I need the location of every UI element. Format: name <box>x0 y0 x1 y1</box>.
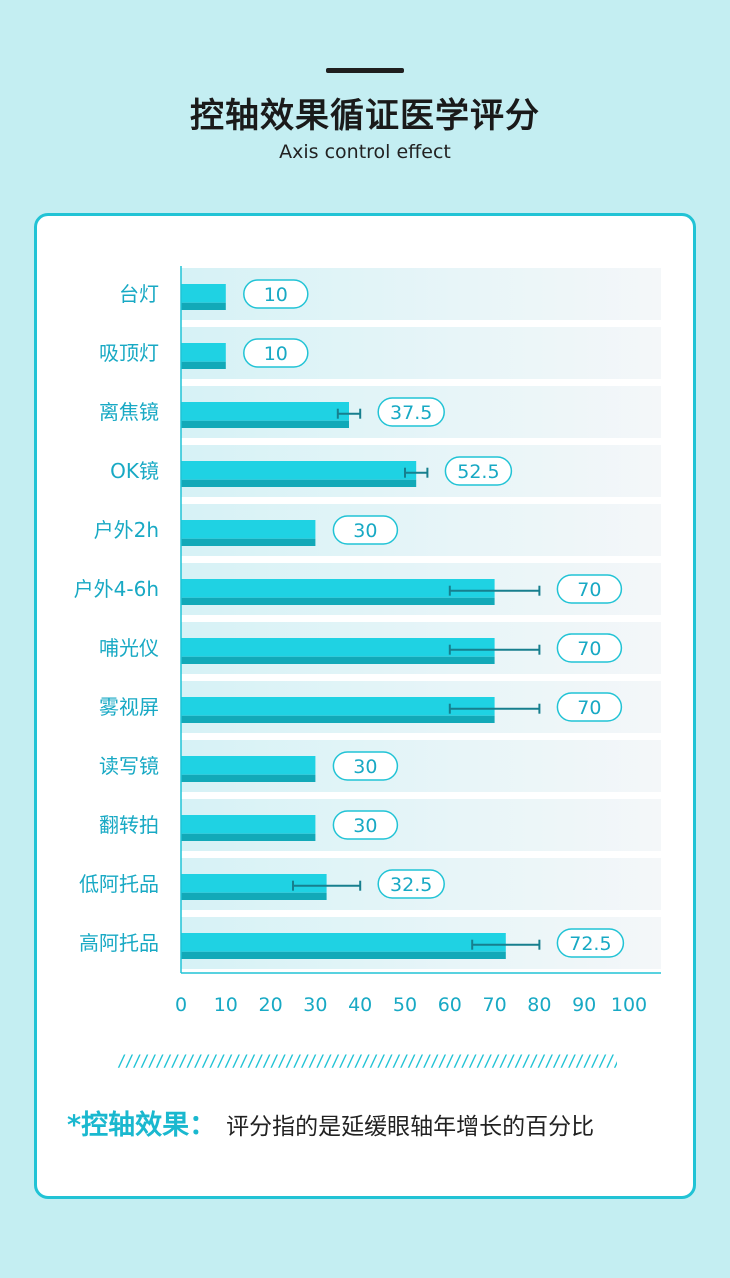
bar-shadow <box>181 420 349 428</box>
value-pill <box>332 810 399 840</box>
bar-shadow <box>181 302 226 310</box>
category-label: 户外4-6h <box>74 577 159 601</box>
title-rule <box>326 68 404 73</box>
value-label: 70 <box>577 697 601 719</box>
bar-shadow <box>181 597 495 605</box>
bar <box>181 815 316 834</box>
x-tick-label: 0 <box>175 994 187 1016</box>
category-label: 台灯 <box>119 282 159 306</box>
bar-shadow <box>181 361 226 369</box>
value-label: 70 <box>577 638 601 660</box>
bar <box>181 638 495 657</box>
bar <box>181 402 349 421</box>
bar-shadow <box>181 715 495 723</box>
value-label: 72.5 <box>569 933 611 955</box>
value-label: 30 <box>353 756 377 778</box>
bar <box>181 697 495 716</box>
page-subtitle: Axis control effect <box>279 141 451 163</box>
x-tick-label: 80 <box>527 994 551 1016</box>
x-tick-label: 30 <box>303 994 327 1016</box>
value-pill <box>332 751 399 781</box>
value-pill <box>377 397 445 427</box>
value-label: 37.5 <box>390 402 432 424</box>
category-label: OK镜 <box>110 459 159 483</box>
bar-shadow <box>181 774 316 782</box>
category-label: 翻转拍 <box>99 813 159 837</box>
x-tick-label: 100 <box>611 994 647 1016</box>
category-label: 低阿托品 <box>79 872 159 896</box>
bar-shadow <box>181 951 506 959</box>
bar-shadow <box>181 892 327 900</box>
value-label: 30 <box>353 815 377 837</box>
x-tick-label: 50 <box>393 994 417 1016</box>
bar <box>181 343 226 362</box>
value-label: 52.5 <box>457 461 499 483</box>
decorative-divider: ////////////////////////////////////////… <box>117 1051 617 1070</box>
bar <box>181 520 316 539</box>
bar <box>181 756 316 775</box>
x-tick-label: 60 <box>438 994 462 1016</box>
x-tick-label: 10 <box>214 994 238 1016</box>
bar-shadow <box>181 656 495 664</box>
category-label: 离焦镜 <box>99 400 159 424</box>
bar <box>181 933 506 952</box>
bar <box>181 579 495 598</box>
category-label: 吸顶灯 <box>99 341 159 365</box>
bar <box>181 874 327 893</box>
value-label: 70 <box>577 579 601 601</box>
category-label: 读写镜 <box>99 754 159 778</box>
x-tick-label: 40 <box>348 994 372 1016</box>
bar <box>181 284 226 303</box>
value-pill <box>444 456 513 486</box>
value-pill <box>556 574 623 604</box>
chart-card: 台灯 10 吸顶灯 10 离焦镜 37.5 OK镜 52.5 户外2h 30 户外4-6h 70 哺光仪… <box>34 213 696 1199</box>
category-label: 哺光仪 <box>99 636 159 660</box>
value-pill <box>243 279 309 309</box>
bar-chart: 台灯 10 吸顶灯 10 离焦镜 37.5 OK镜 52.5 户外2h 30 户外4-6h 70 哺光仪… <box>74 266 661 1016</box>
x-tick-label: 20 <box>259 994 283 1016</box>
value-pill <box>556 928 625 958</box>
footnote-text: 评分指的是延缓眼轴年增长的百分比 <box>226 1114 595 1140</box>
value-label: 10 <box>264 284 288 306</box>
value-pill <box>243 338 309 368</box>
category-label: 户外2h <box>94 518 159 542</box>
value-pill <box>377 869 445 899</box>
value-pill <box>332 515 399 545</box>
category-label: 雾视屏 <box>99 695 159 719</box>
footnote-key: *控轴效果： <box>67 1110 217 1141</box>
bar-shadow <box>181 479 417 487</box>
value-label: 32.5 <box>390 874 432 896</box>
value-pill <box>556 633 623 663</box>
page-title: 控轴效果循证医学评分 <box>190 96 540 136</box>
bar <box>181 461 417 480</box>
bar-shadow <box>181 538 316 546</box>
category-label: 高阿托品 <box>79 931 159 955</box>
x-tick-label: 90 <box>572 994 596 1016</box>
x-tick-label: 70 <box>483 994 507 1016</box>
value-label: 10 <box>264 343 288 365</box>
footnote: *控轴效果： 评分指的是延缓眼轴年增长的百分比 <box>67 1103 687 1142</box>
value-label: 30 <box>353 520 377 542</box>
bar-shadow <box>181 833 316 841</box>
value-pill <box>556 692 623 722</box>
